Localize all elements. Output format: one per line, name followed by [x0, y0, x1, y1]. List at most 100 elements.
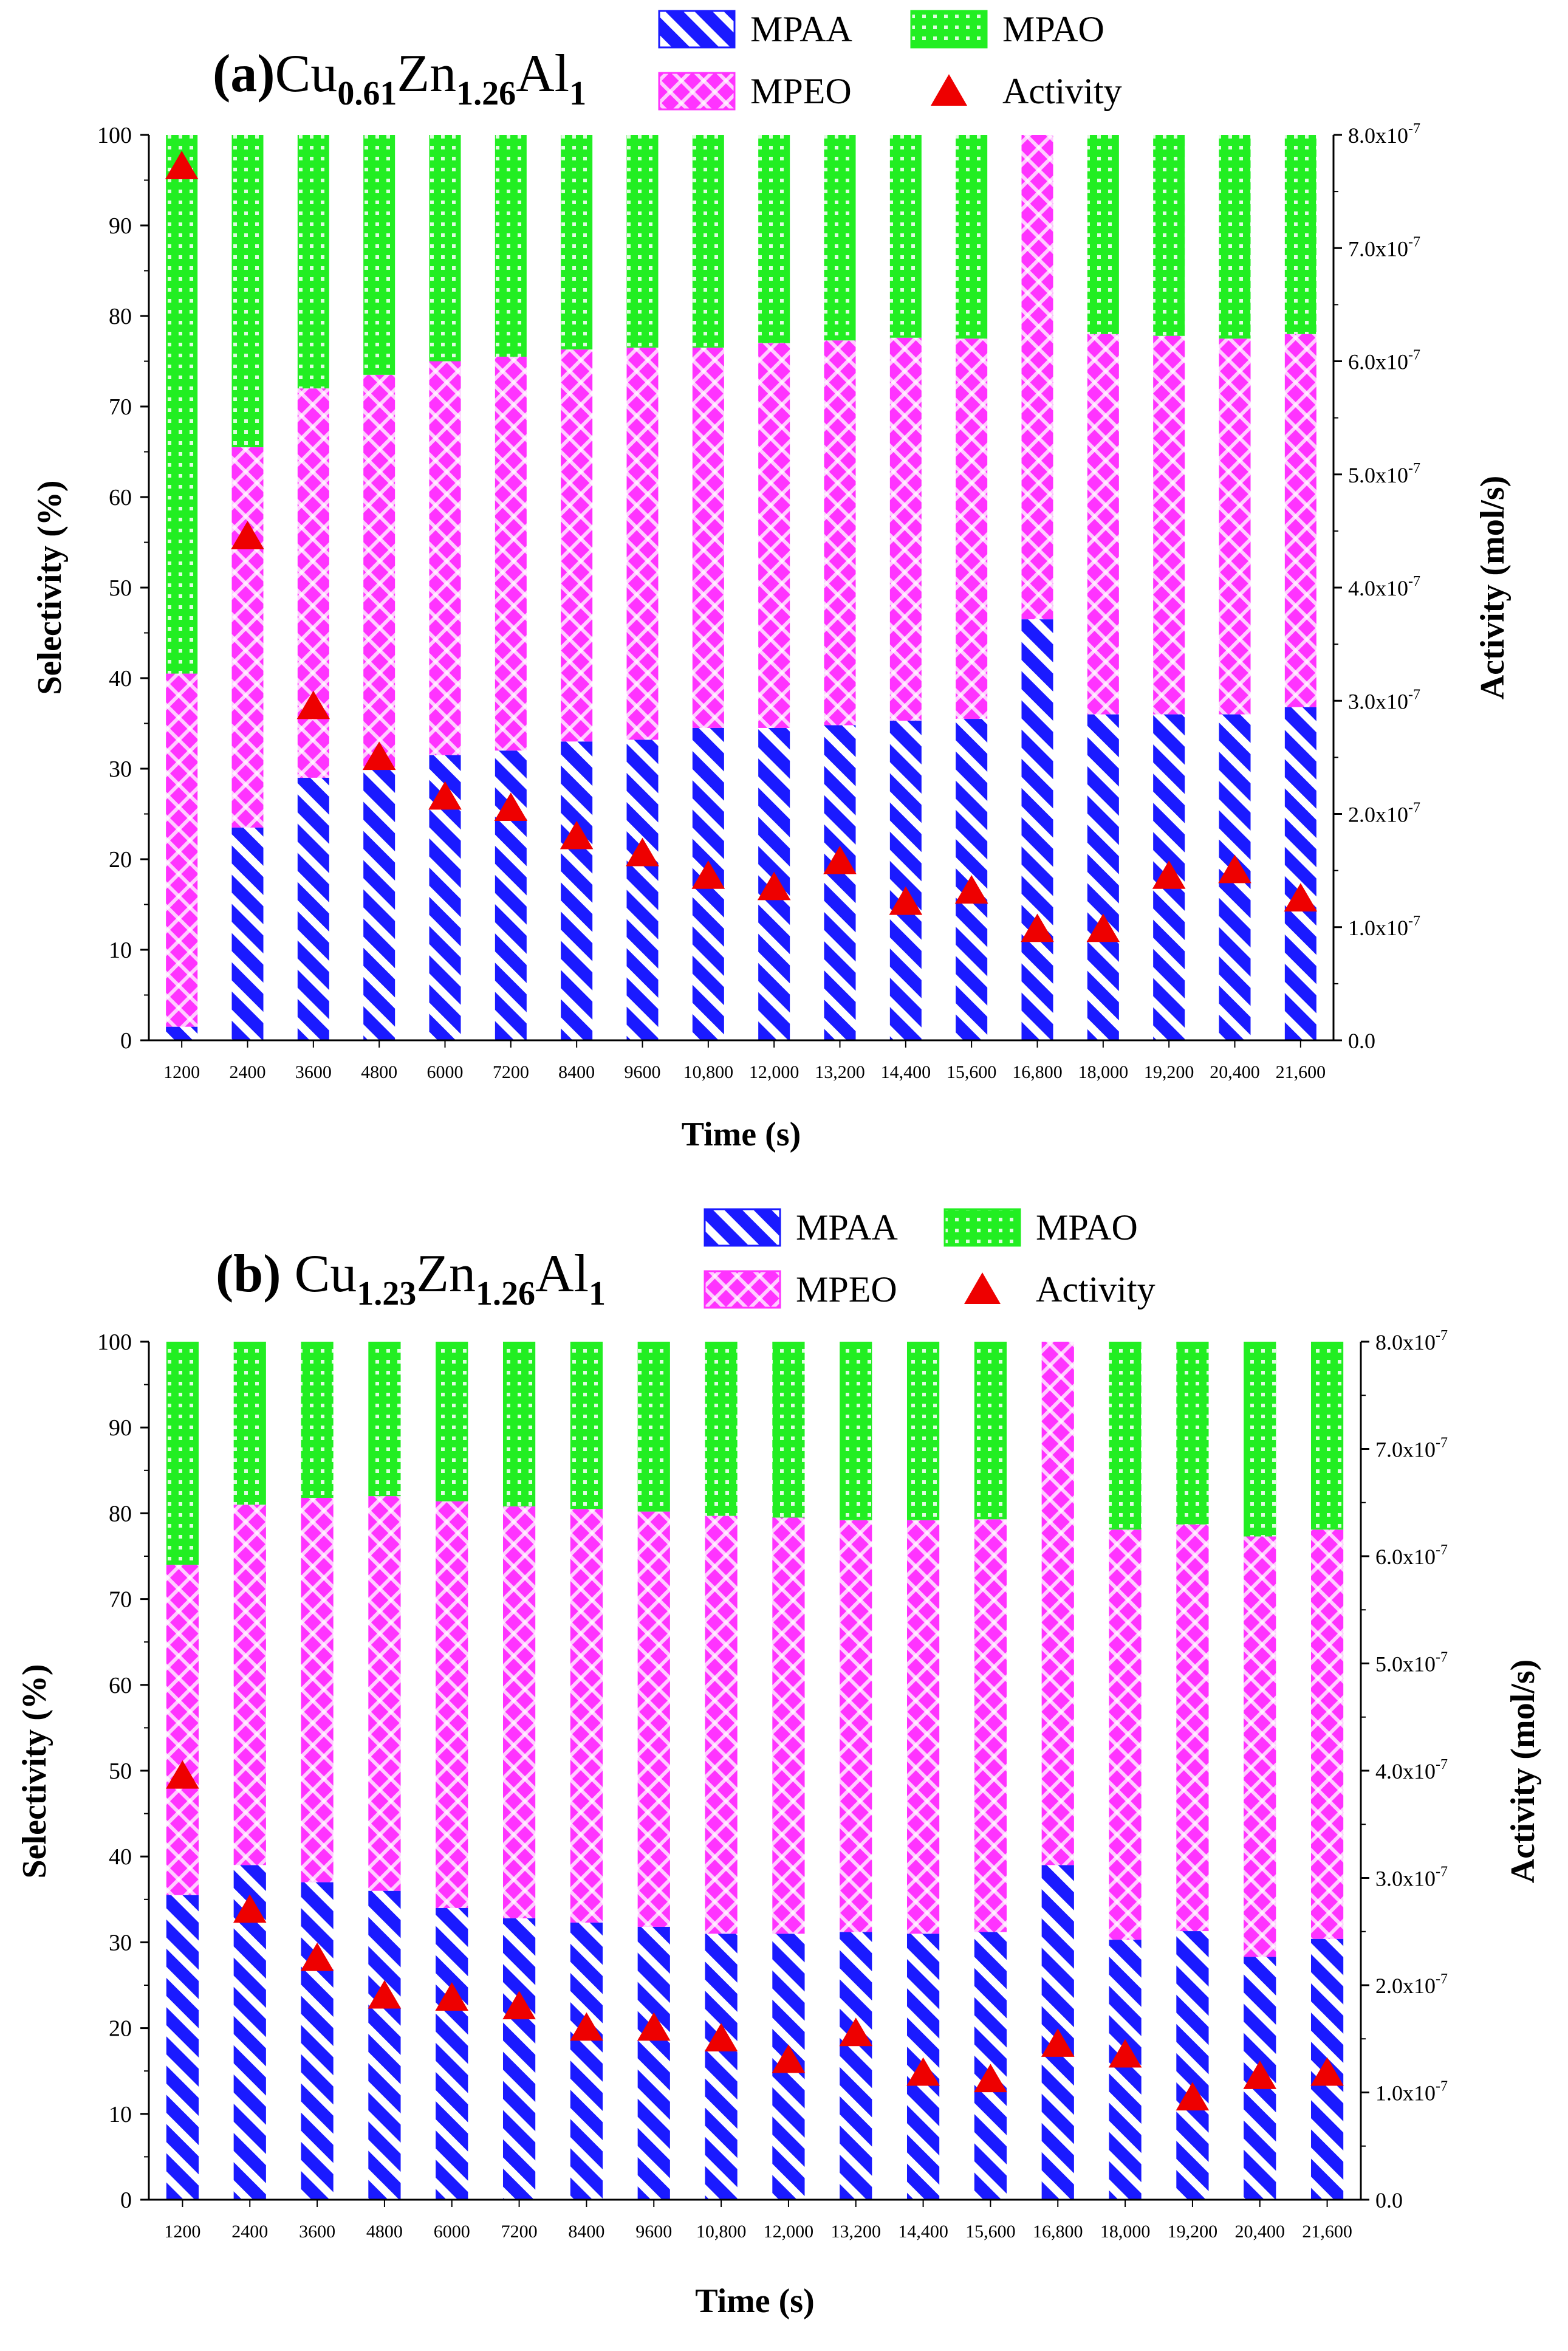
bar-mpaa — [570, 1922, 603, 2200]
panel-title: (b) Cu1.23Zn1.26Al1 — [216, 1244, 606, 1313]
bar-mpao — [1176, 1342, 1209, 1525]
activity-point — [823, 845, 857, 874]
bar-mpao — [692, 135, 724, 348]
x-tick-label: 10,800 — [696, 2222, 747, 2242]
bar-mpaa — [301, 1882, 334, 2200]
x-tick-label: 21,600 — [1302, 2222, 1352, 2242]
y2-tick-label: 5.0x10-7 — [1375, 1650, 1448, 1677]
bar-mpeo — [637, 1511, 670, 1927]
x-tick-label: 2400 — [231, 2222, 268, 2242]
chart-panel-a: 0 10 20 30 40 50 60 70 80 90 100 0.0 1.0x10-7 2.0x10-… — [31, 9, 1512, 1153]
bar-mpeo — [231, 447, 264, 828]
activity-point — [368, 1980, 402, 2009]
bar-mpeo — [1109, 1529, 1142, 1940]
bar-mpao — [233, 1342, 266, 1505]
activity-point — [1176, 2082, 1210, 2111]
x-tick-label: 9600 — [635, 2222, 672, 2242]
activity-point — [1021, 913, 1054, 942]
legend-swatch-mpaa — [704, 1208, 781, 1247]
bar-mpeo — [824, 340, 856, 726]
bar-mpao — [840, 1342, 872, 1520]
x-tick-label: 1200 — [164, 2222, 200, 2242]
bar-mpeo — [1244, 1536, 1276, 1957]
bar-mpao — [368, 1342, 401, 1497]
bar-mpeo — [363, 374, 395, 769]
x-tick-label: 13,200 — [831, 2222, 882, 2242]
bar-mpao — [436, 1342, 468, 1502]
bar-mpaa — [840, 1932, 872, 2200]
y-tick-label: 60 — [109, 485, 132, 510]
activity-point — [906, 2057, 940, 2086]
legend-label-mpaa: MPAA — [796, 1207, 898, 1248]
activity-point — [954, 875, 988, 904]
x-tick-label: 14,400 — [881, 1062, 931, 1082]
bar-mpeo — [1021, 135, 1053, 620]
x-tick-label: 19,200 — [1168, 2222, 1218, 2242]
bar-mpao — [956, 135, 988, 339]
bar-mpaa — [626, 740, 659, 1040]
y-tick-label: 20 — [109, 847, 132, 873]
bar-mpeo — [436, 1501, 468, 1908]
activity-point — [704, 2023, 738, 2052]
y-tick-label: 90 — [109, 213, 132, 239]
bar-mpaa — [1109, 1940, 1142, 2200]
y2-axis-label: Activity (mol/s) — [1474, 476, 1512, 700]
bar-mpaa — [368, 1890, 401, 2200]
y-tick-label: 80 — [109, 1501, 132, 1526]
bar-mpao — [301, 1342, 334, 1498]
bar-mpaa — [1284, 707, 1316, 1040]
bar-mpao — [1219, 135, 1251, 339]
x-tick-label: 18,000 — [1078, 1062, 1129, 1082]
y2-tick-label: 4.0x10-7 — [1348, 574, 1420, 600]
x-tick-label: 3600 — [299, 2222, 335, 2242]
y2-tick-label: 2.0x10-7 — [1348, 800, 1420, 827]
activity-point — [974, 2064, 1007, 2093]
bar-mpao — [974, 1342, 1007, 1520]
bar-mpao — [495, 135, 527, 357]
y-tick-label: 30 — [109, 1930, 132, 1955]
bar-mpeo — [368, 1496, 401, 1891]
bar-mpeo — [1176, 1524, 1209, 1932]
y2-tick-label: 6.0x10-7 — [1375, 1542, 1448, 1569]
y-tick-label: 40 — [109, 1844, 132, 1870]
bar-mpao — [824, 135, 856, 341]
legend-swatch-mpaa — [658, 10, 736, 49]
y2-tick-label: 4.0x10-7 — [1375, 1757, 1448, 1783]
bar-mpao — [772, 1342, 805, 1518]
legend-label-mpao: MPAO — [1002, 9, 1104, 49]
bar-mpao — [1109, 1342, 1142, 1530]
bar-mpeo — [166, 1565, 199, 1895]
activity-point — [1218, 854, 1251, 884]
y2-axis-label: Activity (mol/s) — [1504, 1659, 1542, 1884]
bar-mpao — [705, 1342, 738, 1516]
bar-mpeo — [570, 1509, 603, 1923]
y-tick-label: 90 — [109, 1415, 132, 1441]
activity-point — [889, 886, 923, 915]
bar-mpaa — [363, 769, 395, 1040]
y2-tick-label: 0.0 — [1348, 1029, 1375, 1053]
bar-mpeo — [561, 349, 593, 742]
activity-point — [231, 521, 264, 549]
bar-mpaa — [436, 1907, 468, 2200]
legend-label-mpeo: MPEO — [750, 71, 852, 111]
bar-mpaa — [637, 1926, 670, 2200]
x-tick-label: 21,600 — [1276, 1062, 1326, 1082]
bar-mpao — [1310, 1342, 1344, 1530]
x-tick-label: 3600 — [295, 1062, 332, 1082]
x-tick-label: 7200 — [493, 1062, 529, 1082]
legend-label-activity: Activity — [1002, 71, 1122, 111]
bar-mpeo — [772, 1517, 805, 1934]
y-tick-label: 10 — [109, 938, 132, 963]
y-tick-label: 10 — [109, 2102, 132, 2127]
bar-mpaa — [166, 1895, 199, 2200]
x-tick-label: 14,400 — [898, 2222, 948, 2242]
bar-mpeo — [502, 1506, 536, 1918]
bar-mpaa — [561, 741, 593, 1040]
bar-mpeo — [692, 348, 724, 728]
y-tick-label: 100 — [97, 1330, 132, 1355]
y2-tick-label: 8.0x10-7 — [1375, 1328, 1448, 1354]
bar-mpao — [637, 1342, 670, 1512]
bar-mpao — [1087, 135, 1119, 334]
x-tick-label: 20,400 — [1210, 1062, 1260, 1082]
